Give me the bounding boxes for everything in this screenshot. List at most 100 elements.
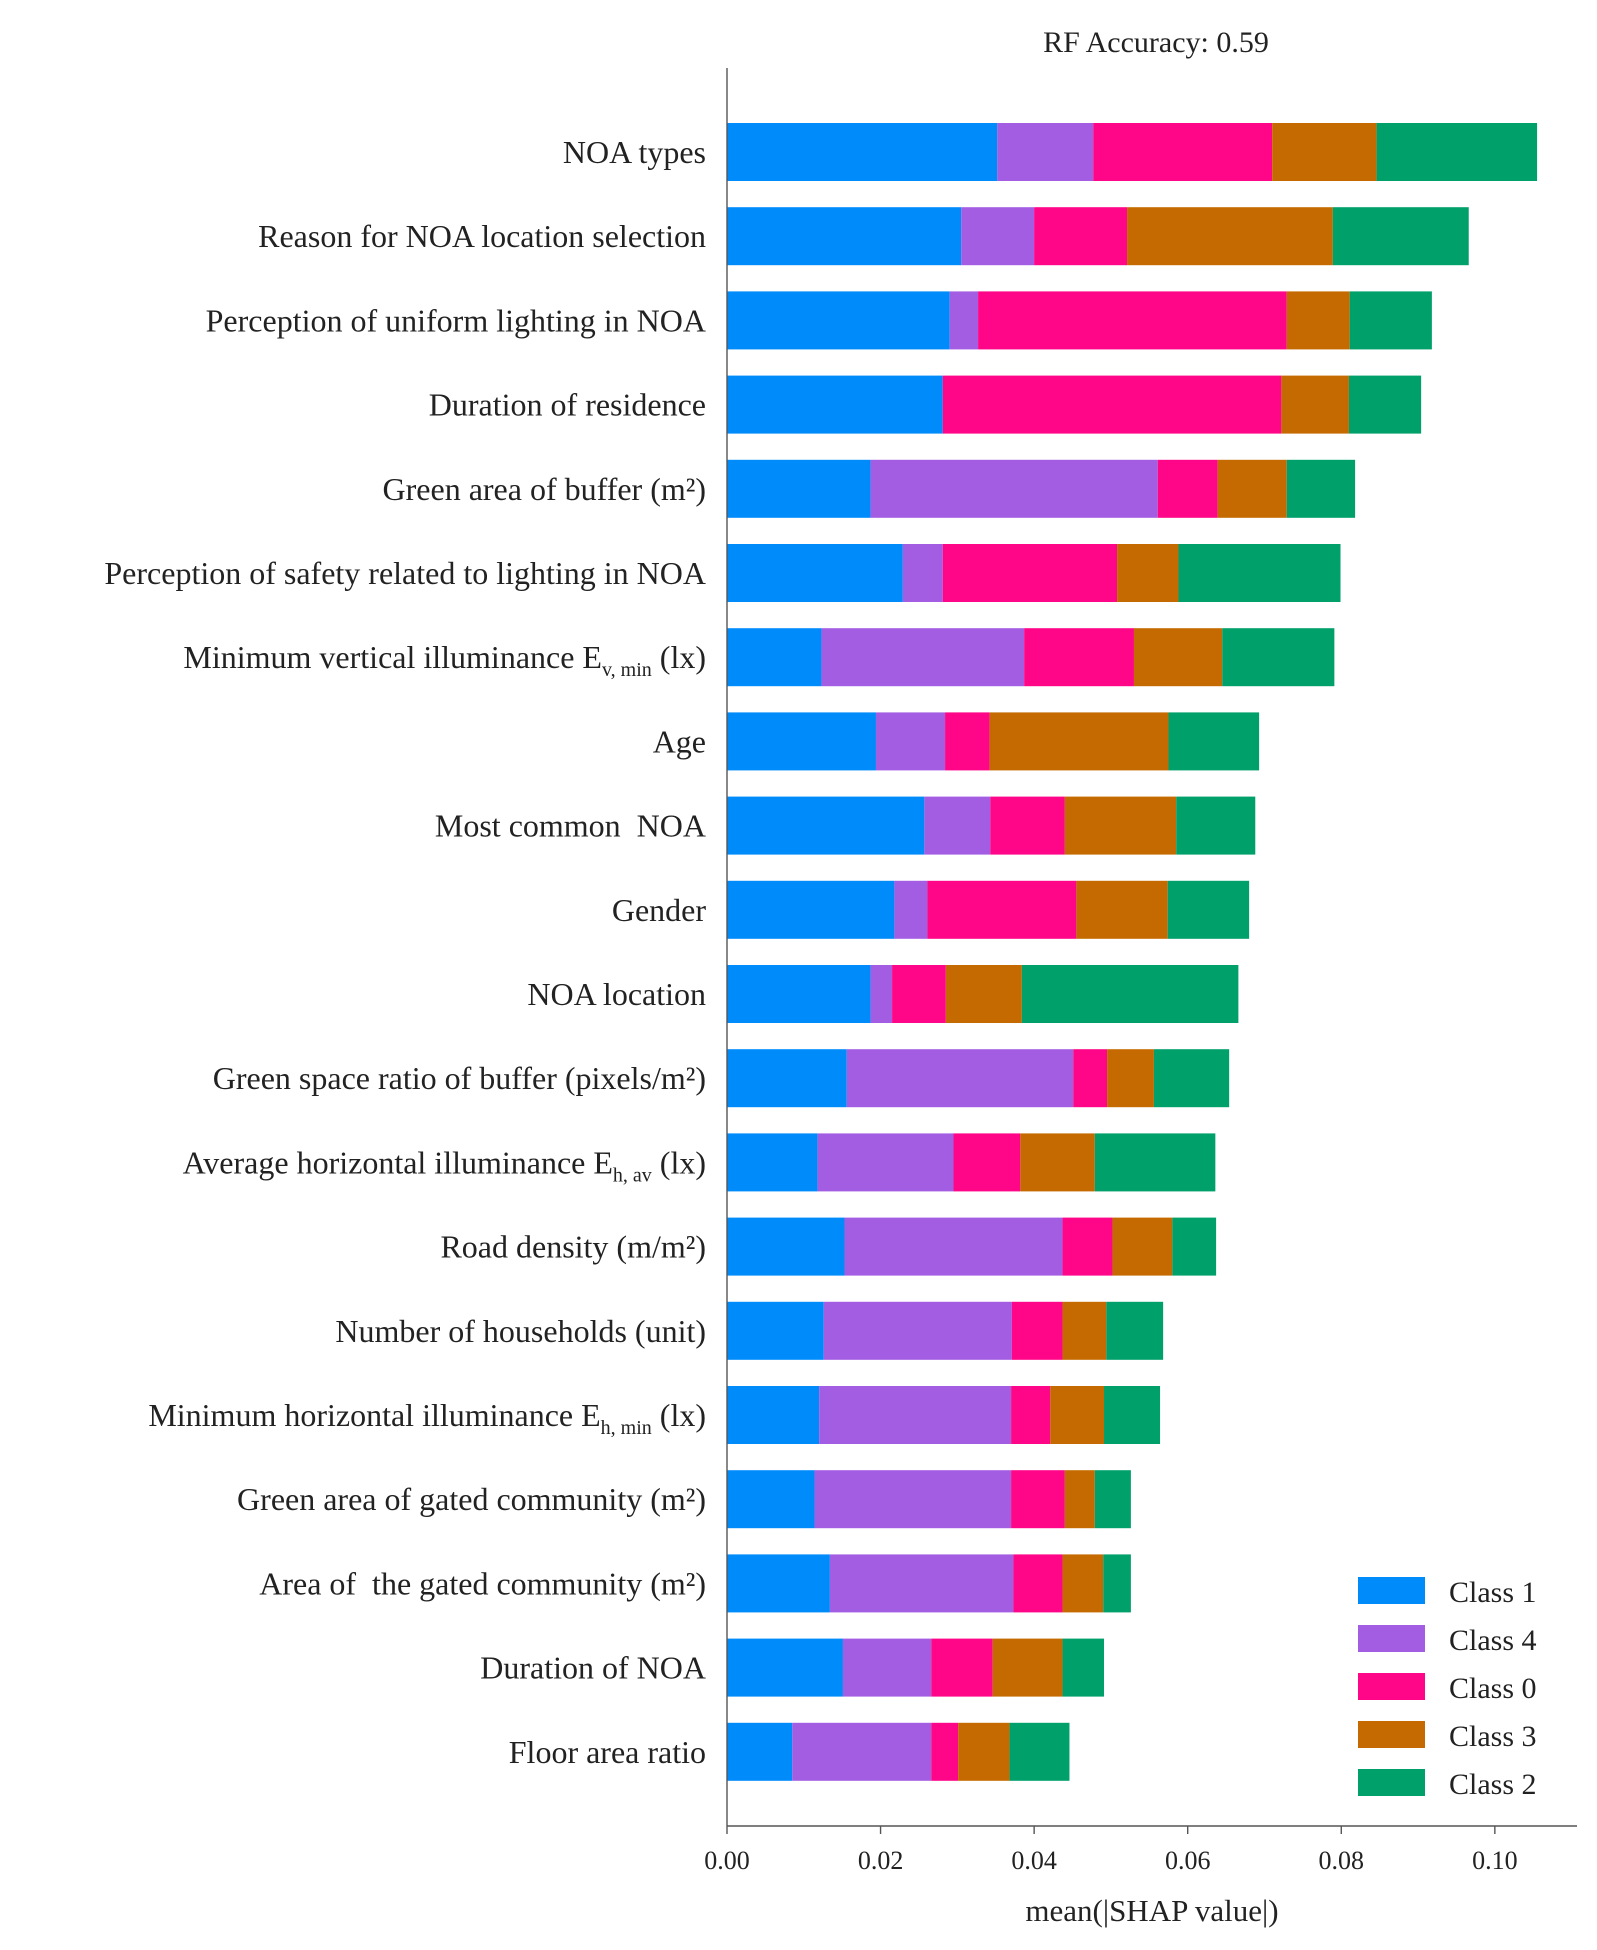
bar-class-2-row-1 — [1376, 123, 1538, 181]
bar-class-4-row-17 — [814, 1470, 1012, 1529]
bar-class-1-row-12 — [727, 1049, 847, 1108]
legend-swatch-class-4 — [1358, 1625, 1425, 1652]
bar-class-4-row-2 — [961, 207, 1035, 266]
y-tick-label-unit: (lx) — [652, 639, 706, 675]
bar-class-1-row-2 — [727, 207, 962, 266]
x-tick-label: 0.00 — [704, 1846, 750, 1875]
x-tick-label: 0.06 — [1165, 1846, 1211, 1875]
y-tick-label-text: Minimum horizontal illuminance E — [148, 1397, 600, 1433]
bar-class-2-row-11 — [1021, 965, 1239, 1023]
bar-class-0-row-12 — [1073, 1049, 1108, 1108]
legend-label: Class 4 — [1449, 1624, 1537, 1657]
bar-class-4-row-1 — [997, 123, 1094, 181]
legend-label: Class 1 — [1449, 1576, 1537, 1609]
bar-class-3-row-14 — [1112, 1217, 1173, 1276]
bar-class-2-row-12 — [1153, 1049, 1230, 1108]
legend-swatch-class-2 — [1358, 1769, 1425, 1796]
y-tick-label: Minimum horizontal illuminance Eh, min (… — [148, 1397, 706, 1439]
y-tick-label: Green area of buffer (m²) — [383, 471, 706, 507]
bar-class-3-row-3 — [1286, 291, 1350, 350]
bar-class-1-row-17 — [727, 1470, 815, 1529]
bar-class-1-row-20 — [727, 1722, 793, 1781]
legend-label: Class 2 — [1449, 1768, 1537, 1801]
bar-class-3-row-12 — [1107, 1049, 1154, 1108]
y-tick-labels: NOA types Reason for NOA location selecti… — [104, 134, 706, 1770]
bar-class-2-row-17 — [1094, 1470, 1131, 1529]
bar-class-4-row-16 — [819, 1386, 1012, 1444]
y-tick-label-text: Green space ratio of buffer (pixels/m²) — [213, 1060, 706, 1096]
bar-class-0-row-5 — [1157, 459, 1218, 518]
bar-class-2-row-9 — [1176, 796, 1256, 855]
bar-class-0-row-7 — [1024, 628, 1134, 687]
bar-class-0-row-6 — [942, 544, 1118, 602]
bar-class-1-row-18 — [727, 1554, 830, 1613]
bar-class-3-row-15 — [1062, 1301, 1107, 1360]
bar-class-0-row-14 — [1062, 1217, 1113, 1276]
bar-class-1-row-3 — [727, 291, 950, 350]
y-tick-label-text: Gender — [612, 892, 707, 928]
bar-class-1-row-7 — [727, 628, 822, 687]
bar-class-0-row-3 — [978, 291, 1287, 350]
y-tick-label: Most common NOA — [435, 808, 706, 844]
bar-class-2-row-19 — [1062, 1638, 1105, 1697]
legend-swatch-class-3 — [1358, 1721, 1425, 1748]
bars-layer — [727, 123, 1538, 1781]
bar-class-2-row-7 — [1222, 628, 1335, 687]
bar-class-3-row-1 — [1272, 123, 1377, 181]
y-tick-label-text: Reason for NOA location selection — [258, 218, 706, 254]
bar-class-1-row-8 — [727, 712, 876, 771]
bar-class-2-row-6 — [1178, 544, 1341, 602]
bar-class-4-row-11 — [870, 965, 893, 1023]
y-tick-label: Green area of gated community (m²) — [237, 1481, 706, 1517]
bar-class-1-row-1 — [727, 123, 998, 181]
y-tick-label: NOA location — [527, 976, 706, 1012]
bar-class-0-row-18 — [1013, 1554, 1063, 1613]
bar-class-1-row-11 — [727, 965, 871, 1023]
bar-class-0-row-17 — [1011, 1470, 1065, 1529]
y-tick-label: Age — [653, 723, 706, 759]
bar-class-1-row-13 — [727, 1133, 818, 1192]
y-tick-label-text: Green area of buffer (m²) — [383, 471, 706, 507]
bar-class-3-row-6 — [1117, 544, 1179, 602]
bar-class-4-row-14 — [844, 1217, 1063, 1276]
bar-class-2-row-4 — [1348, 375, 1422, 434]
y-tick-label: Area of the gated community (m²) — [259, 1565, 706, 1601]
bar-class-4-row-3 — [949, 291, 979, 350]
bar-class-0-row-16 — [1011, 1386, 1051, 1444]
bar-class-0-row-9 — [990, 796, 1065, 855]
bar-class-3-row-10 — [1076, 880, 1168, 939]
y-tick-label-text: Number of households (unit) — [335, 1313, 706, 1349]
bar-class-3-row-2 — [1127, 207, 1333, 266]
legend-swatch-class-1 — [1358, 1577, 1425, 1604]
x-tick-label: 0.08 — [1319, 1846, 1365, 1875]
bar-class-0-row-10 — [927, 880, 1077, 939]
bar-class-0-row-15 — [1011, 1301, 1063, 1360]
y-tick-label: Road density (m/m²) — [440, 1229, 706, 1265]
bar-class-4-row-13 — [817, 1133, 954, 1192]
bar-class-2-row-2 — [1332, 207, 1469, 266]
bar-class-0-row-20 — [931, 1722, 959, 1781]
y-tick-label: Gender — [612, 892, 707, 928]
bar-class-0-row-2 — [1034, 207, 1128, 266]
bar-class-2-row-18 — [1103, 1554, 1131, 1613]
bar-class-1-row-19 — [727, 1638, 843, 1697]
bar-class-1-row-14 — [727, 1217, 845, 1276]
y-tick-label-text: Road density (m/m²) — [440, 1229, 706, 1265]
bar-class-0-row-1 — [1093, 123, 1273, 181]
y-tick-label-text: Minimum vertical illuminance E — [183, 639, 602, 675]
bar-class-0-row-8 — [945, 712, 990, 771]
bar-class-4-row-5 — [870, 459, 1158, 518]
y-tick-label-subscript: h, av — [613, 1164, 652, 1186]
y-tick-label: Average horizontal illuminance Eh, av (l… — [183, 1144, 706, 1186]
y-tick-label-text: NOA location — [527, 976, 706, 1012]
bar-class-4-row-8 — [875, 712, 946, 771]
bar-class-1-row-6 — [727, 544, 903, 602]
bar-class-1-row-10 — [727, 880, 895, 939]
chart-title: RF Accuracy: 0.59 — [1043, 26, 1269, 59]
y-tick-label: Green space ratio of buffer (pixels/m²) — [213, 1060, 706, 1096]
bar-class-3-row-19 — [992, 1638, 1063, 1697]
y-tick-label: Number of households (unit) — [335, 1313, 706, 1349]
y-tick-label-unit: (lx) — [652, 1144, 706, 1180]
y-tick-label: Duration of residence — [429, 387, 706, 423]
